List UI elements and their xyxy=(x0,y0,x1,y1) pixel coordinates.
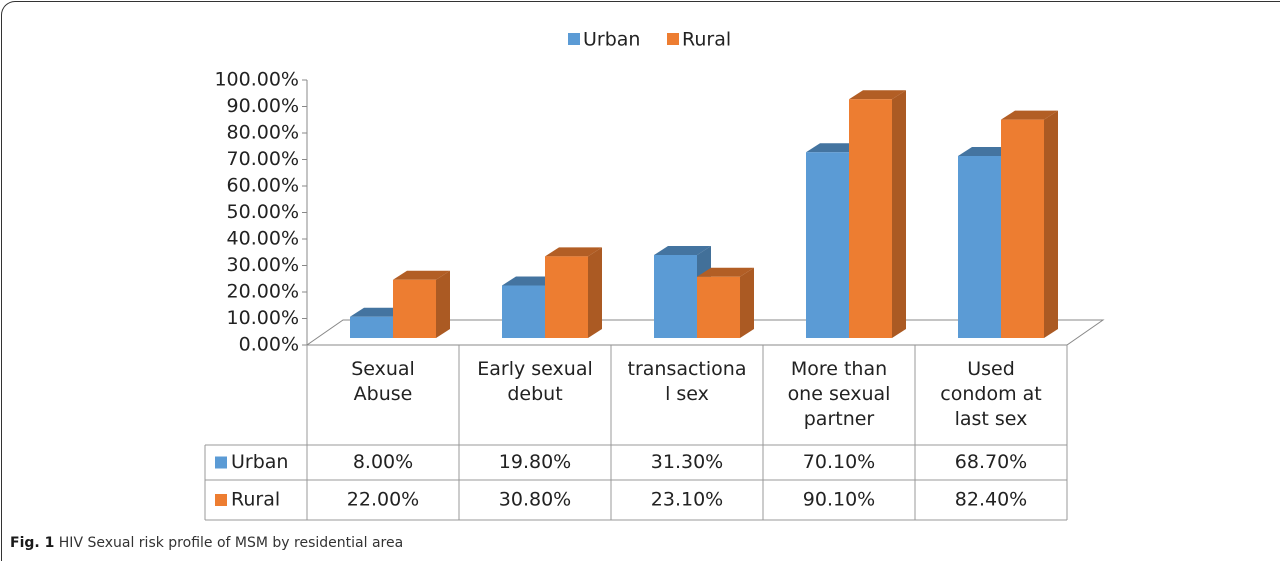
bar-face xyxy=(740,267,754,338)
bar-face xyxy=(393,270,450,280)
table-value: 68.70% xyxy=(955,451,1027,473)
x-tick-label: Early sexual debut xyxy=(477,358,593,405)
bar-face xyxy=(1001,110,1058,120)
bar-face xyxy=(806,143,863,153)
table-value: 8.00% xyxy=(353,451,413,473)
caption: Fig. 1 HIV Sexual risk profile of MSM by… xyxy=(10,535,403,551)
legend-swatch xyxy=(667,33,679,45)
bar-face xyxy=(697,267,754,277)
y-tick-label: 50.00% xyxy=(227,201,299,223)
bar-face xyxy=(958,146,1015,156)
bar-face xyxy=(958,155,1001,338)
y-tick-label: 80.00% xyxy=(227,122,299,144)
bar-face xyxy=(849,99,892,338)
y-tick-label: 20.00% xyxy=(227,281,299,303)
table-value: 82.40% xyxy=(955,489,1027,511)
y-tick-label: 10.00% xyxy=(227,307,299,329)
y-tick-label: 70.00% xyxy=(227,148,299,170)
bar-face xyxy=(350,307,407,317)
y-tick-label: 30.00% xyxy=(227,254,299,276)
bar-face xyxy=(1001,119,1044,338)
table-value: 23.10% xyxy=(651,489,723,511)
legend-label: Urban xyxy=(583,29,640,51)
bar-face xyxy=(654,246,711,256)
bar-face xyxy=(502,276,559,286)
x-tick-label: Used condom at last sex xyxy=(940,358,1042,430)
caption-text: HIV Sexual risk profile of MSM by reside… xyxy=(58,535,404,551)
y-tick-label: 40.00% xyxy=(227,228,299,250)
legend-label: Rural xyxy=(682,29,731,51)
table-value: 70.10% xyxy=(803,451,875,473)
table-value: 31.30% xyxy=(651,451,723,473)
y-tick-label: 60.00% xyxy=(227,175,299,197)
bar-face xyxy=(436,270,450,338)
bar-face xyxy=(545,256,588,338)
bar xyxy=(849,90,906,338)
floor xyxy=(305,319,1105,346)
legend-swatch xyxy=(568,33,580,45)
y-tick-label: 90.00% xyxy=(227,95,299,117)
bar-face xyxy=(654,255,697,338)
row-label: Urban xyxy=(231,451,288,473)
table-value: 90.10% xyxy=(803,489,875,511)
bar-face xyxy=(502,285,545,338)
bar xyxy=(393,270,450,338)
legend-key xyxy=(215,494,227,506)
bar-face xyxy=(350,316,393,338)
bar-face xyxy=(849,90,906,100)
bar-face xyxy=(892,90,906,338)
bar-face xyxy=(1044,110,1058,338)
caption-label: Fig. 1 xyxy=(10,535,55,551)
bar-face xyxy=(588,247,602,338)
bar-face xyxy=(697,276,740,338)
table-value: 19.80% xyxy=(499,451,571,473)
bar-face xyxy=(806,152,849,338)
y-tick-label: 0.00% xyxy=(239,334,299,356)
table-value: 30.80% xyxy=(499,489,571,511)
x-tick-label: Sexual Abuse xyxy=(351,358,415,405)
x-tick-label: transactiona l sex xyxy=(627,358,747,405)
legend-key xyxy=(215,456,227,469)
y-tick-label: 100.00% xyxy=(214,69,299,91)
bar xyxy=(697,267,754,338)
bar xyxy=(545,247,602,338)
row-label: Rural xyxy=(231,489,280,511)
bar xyxy=(1001,110,1058,338)
table-value: 22.00% xyxy=(347,489,419,511)
bar-face xyxy=(545,247,602,257)
x-tick-label: More than one sexual partner xyxy=(787,358,891,430)
bar-face xyxy=(393,279,436,338)
